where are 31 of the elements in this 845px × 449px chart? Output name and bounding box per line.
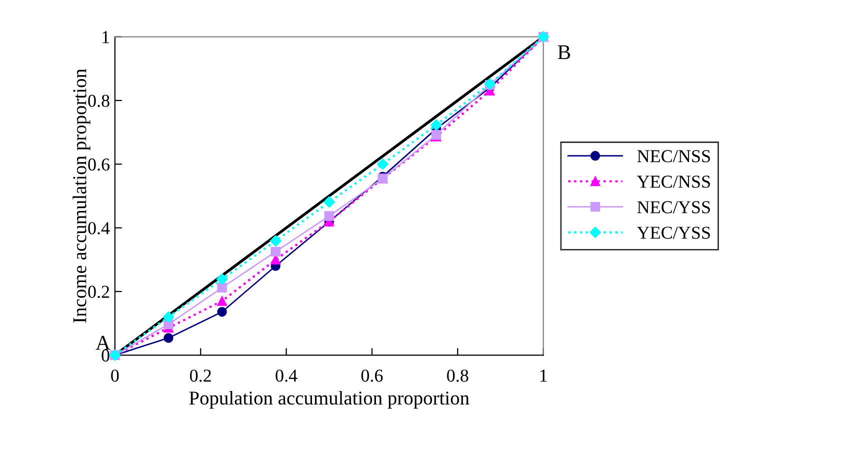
annotation: A xyxy=(96,336,110,350)
x-tick-label: 0.8 xyxy=(447,370,468,382)
point xyxy=(270,235,282,246)
y-tick-label: 0.6 xyxy=(88,158,110,171)
legend-label: NEC/YSS xyxy=(637,201,710,214)
point xyxy=(217,296,227,306)
point xyxy=(270,246,280,257)
point xyxy=(217,307,227,317)
y-tick-label: 0.4 xyxy=(88,222,110,234)
point xyxy=(217,282,227,293)
point xyxy=(430,119,442,131)
y-tick-label: 0.2 xyxy=(88,286,110,298)
x-tick-label: 0.4 xyxy=(276,370,298,382)
y-tick-label: 1 xyxy=(102,31,109,44)
y-tick-label: 0.8 xyxy=(88,94,110,108)
y-tick-label: 0 xyxy=(102,349,110,362)
legend-label: NEC/NSS xyxy=(637,150,710,162)
x-tick-label: 1 xyxy=(540,370,547,382)
point xyxy=(162,311,174,323)
legend-label: YEC/YSS xyxy=(636,226,710,239)
x-axis-title: Population accumulation proportion xyxy=(189,390,470,409)
point xyxy=(164,333,174,343)
x-tick-label: 0.6 xyxy=(361,370,383,382)
annotation: B xyxy=(558,45,570,60)
point xyxy=(324,211,334,221)
x-tick-label: 0 xyxy=(111,370,119,382)
point xyxy=(377,158,388,170)
x-tick-label: 0.2 xyxy=(190,370,211,382)
point xyxy=(324,196,335,208)
legend-label: YEC/NSS xyxy=(636,176,710,188)
point xyxy=(216,273,228,285)
